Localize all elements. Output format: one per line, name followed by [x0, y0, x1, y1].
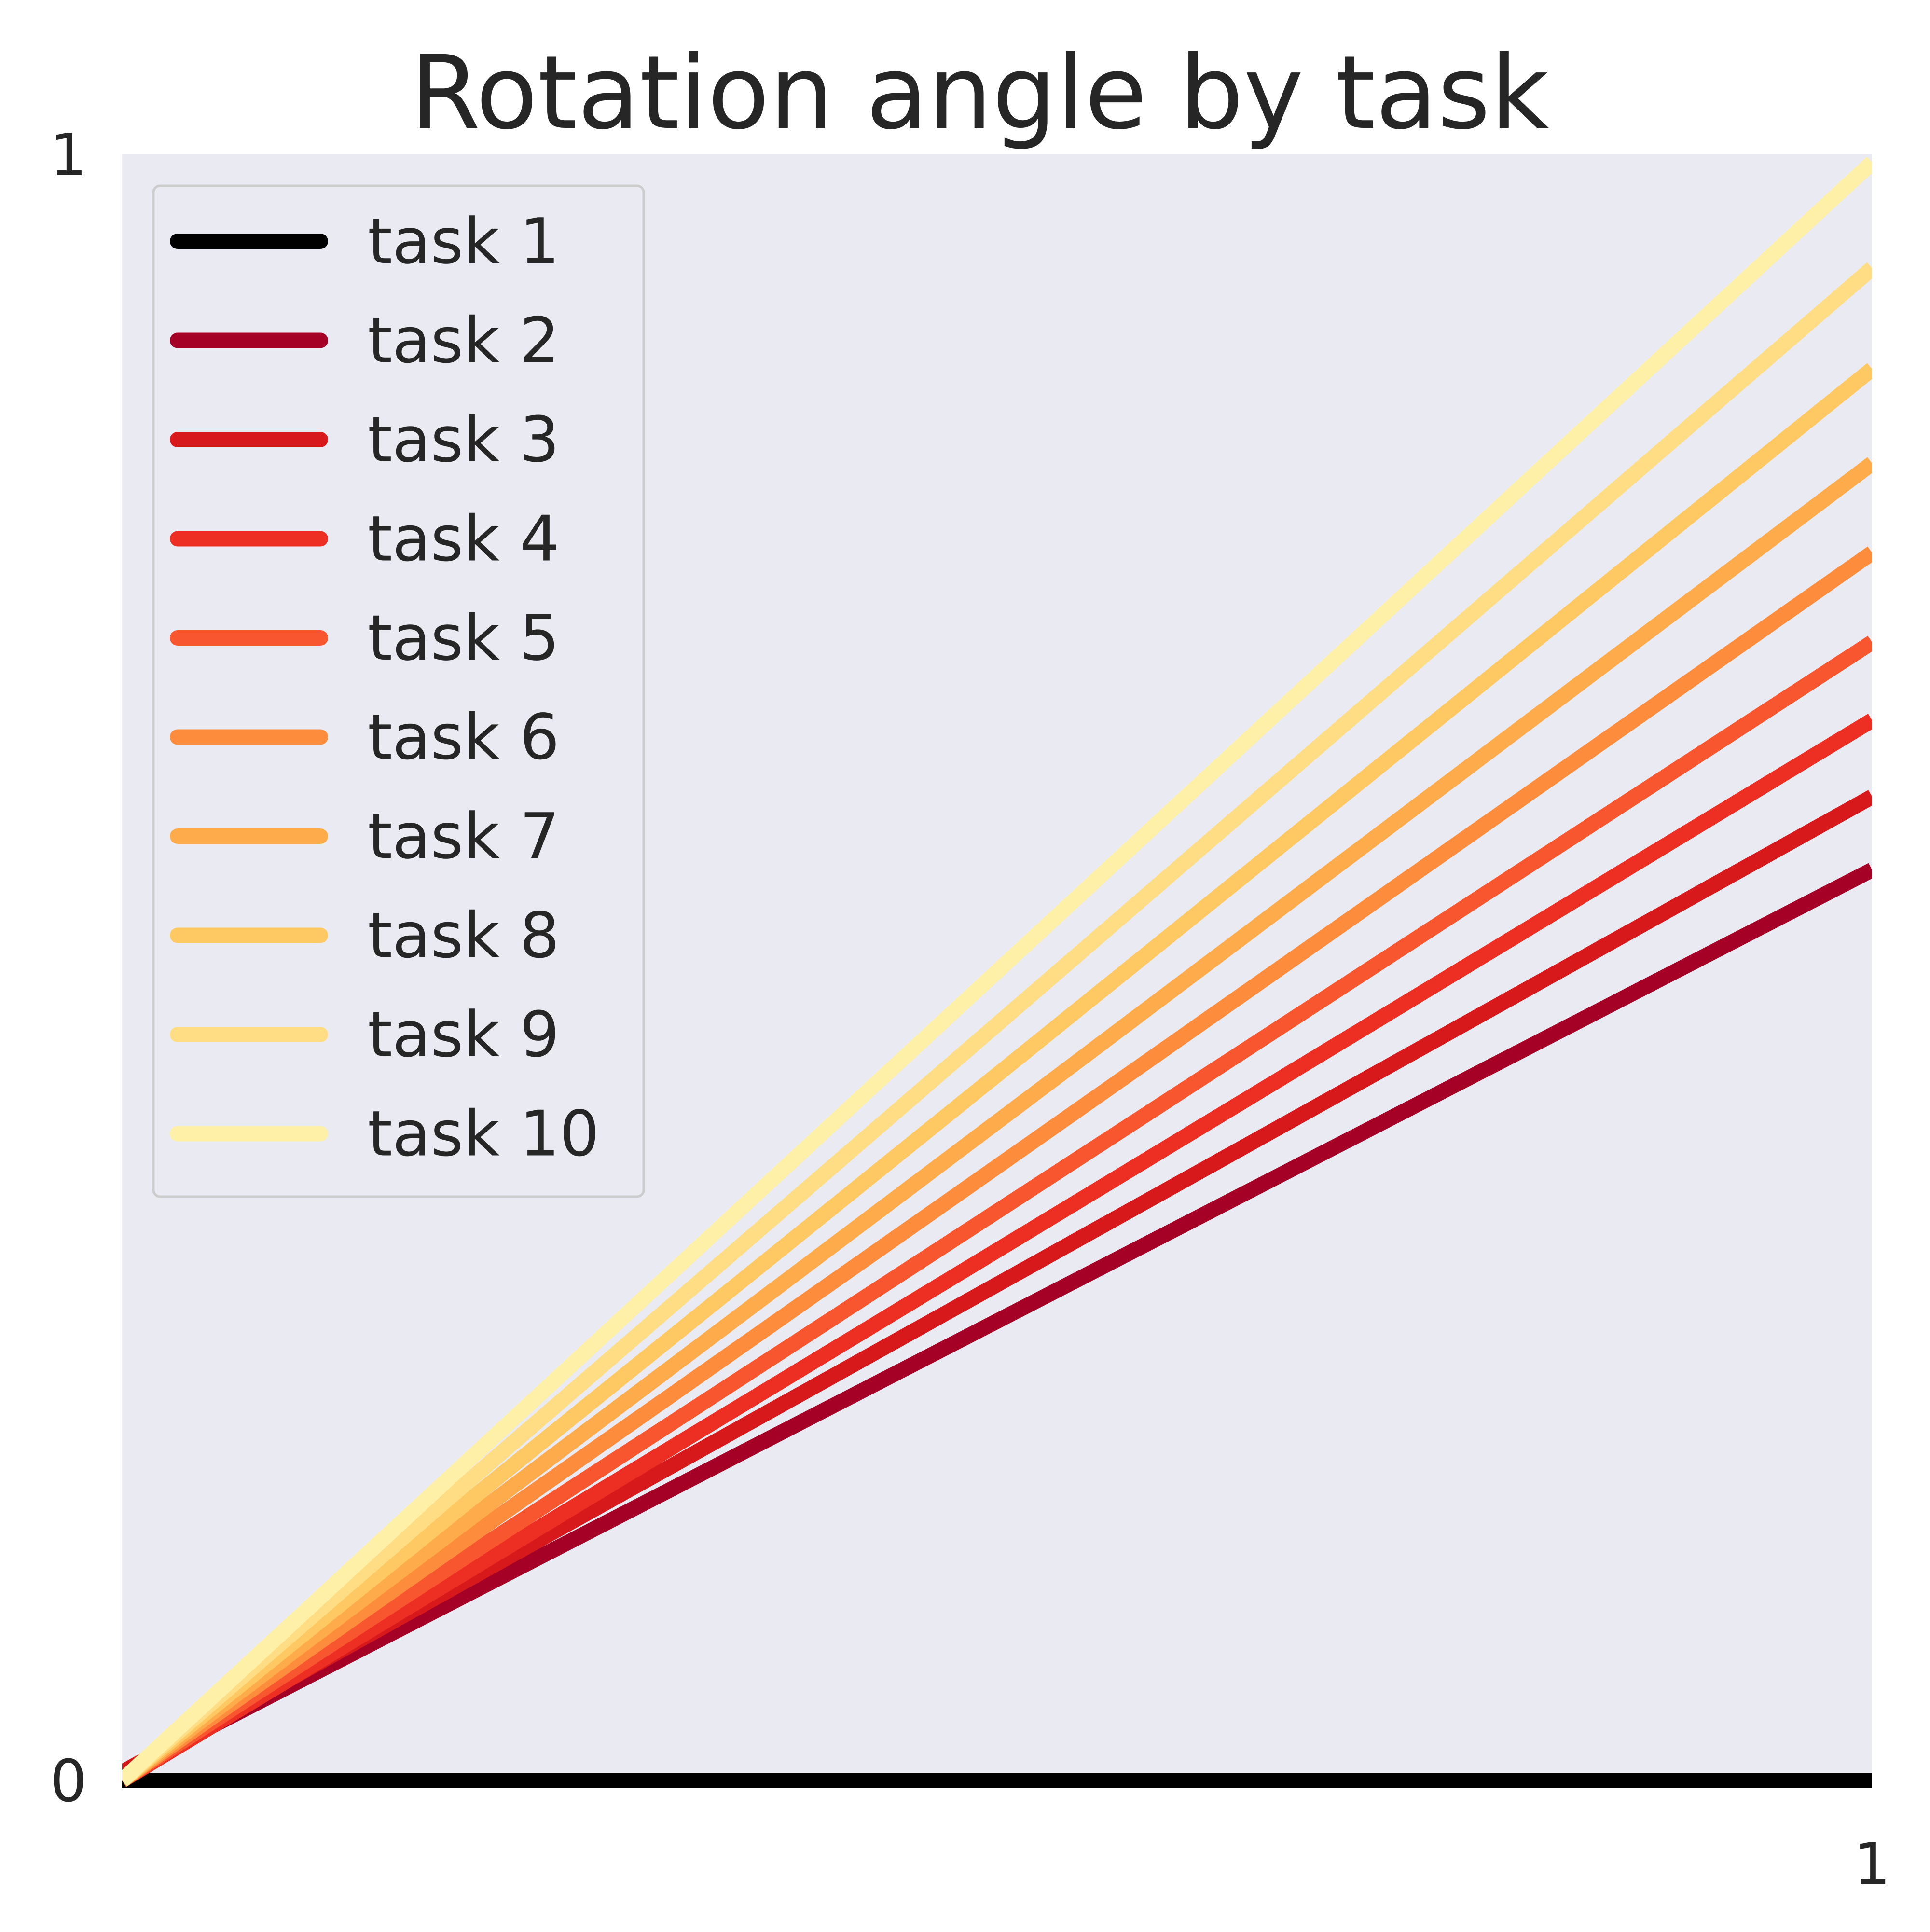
series-line-10 — [122, 157, 1872, 1786]
legend-label-1: task 1 — [368, 205, 560, 278]
legend-items: task 1 task 2 task 3 task 4 task 5 task 6 task… — [170, 205, 599, 1171]
series-line-2 — [122, 863, 1872, 1780]
legend-label-8: task 8 — [368, 899, 560, 972]
y-tick-label-1: 1 — [50, 122, 87, 189]
series-layer — [122, 157, 1872, 1788]
legend-label-10: task 10 — [368, 1097, 599, 1171]
chart-title: Rotation angle by task — [410, 34, 1549, 152]
legend-label-3: task 3 — [368, 403, 560, 476]
series-line-5 — [122, 635, 1872, 1787]
series-line-8 — [122, 363, 1872, 1787]
legend-label-4: task 4 — [368, 502, 560, 576]
series-line-4 — [122, 714, 1872, 1787]
legend-label-7: task 7 — [368, 800, 560, 873]
legend-label-5: task 5 — [368, 601, 560, 675]
x-tick-label-1: 1 — [1854, 1831, 1890, 1898]
legend: task 1 task 2 task 3 task 4 task 5 task 6 task… — [152, 184, 645, 1198]
series-line-6 — [122, 546, 1872, 1787]
legend-label-6: task 6 — [368, 701, 560, 774]
y-tick-label-0: 0 — [50, 1748, 87, 1815]
series-line-9 — [122, 262, 1872, 1787]
series-line-7 — [122, 457, 1872, 1787]
legend-label-2: task 2 — [368, 304, 560, 377]
legend-label-9: task 9 — [368, 998, 560, 1071]
axis-ticks: 0 1 1 — [50, 122, 1891, 1898]
